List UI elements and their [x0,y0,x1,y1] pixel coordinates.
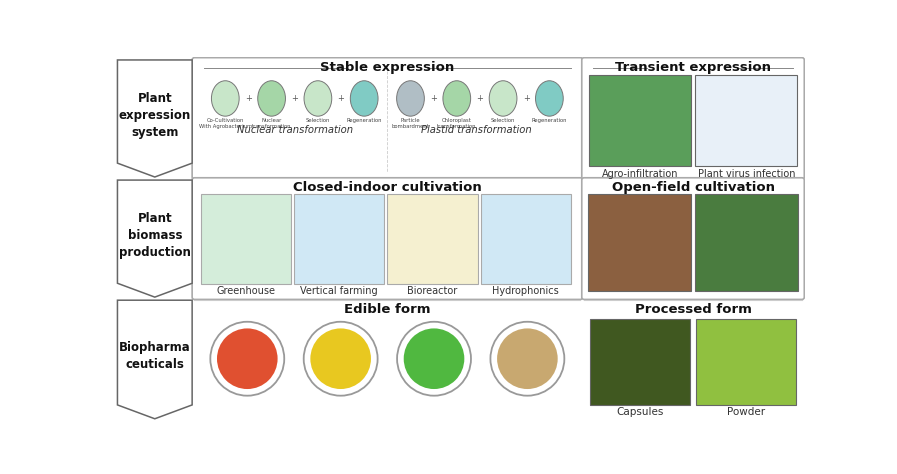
Bar [588,75,691,166]
Text: Open-field cultivation: Open-field cultivation [612,181,774,194]
Circle shape [491,322,564,396]
Text: Particle
bombardment: Particle bombardment [392,118,430,128]
FancyBboxPatch shape [192,178,582,300]
Ellipse shape [304,81,332,116]
Text: Agro-infiltration: Agro-infiltration [602,169,678,179]
Text: Capsules: Capsules [616,407,664,417]
Text: Plastid transformation: Plastid transformation [421,125,531,135]
Text: Selection: Selection [306,118,330,123]
Bar [388,194,477,284]
Ellipse shape [257,81,285,116]
Text: +: + [476,94,483,103]
Text: Regeneration: Regeneration [532,118,567,123]
Ellipse shape [396,81,424,116]
Text: Selection: Selection [491,118,515,123]
Ellipse shape [351,81,378,116]
Text: Biopharma
ceuticals: Biopharma ceuticals [119,341,191,371]
Ellipse shape [212,81,239,116]
Polygon shape [118,60,192,177]
Ellipse shape [404,328,465,389]
Text: Plant
expression
system: Plant expression system [118,91,191,138]
Ellipse shape [489,81,517,116]
Text: +: + [337,94,344,103]
Text: Powder: Powder [727,407,765,417]
Text: Regeneration: Regeneration [346,118,382,123]
Text: Vertical farming: Vertical farming [300,286,378,296]
Ellipse shape [497,328,558,389]
FancyBboxPatch shape [582,58,805,179]
Text: Nuclear
transformation: Nuclear transformation [252,118,292,128]
Text: Closed-indoor cultivation: Closed-indoor cultivation [293,181,482,194]
Circle shape [210,322,284,396]
Text: Chloroplast
transformation: Chloroplast transformation [437,118,476,128]
Ellipse shape [217,328,277,389]
Bar [590,319,690,405]
FancyBboxPatch shape [582,178,805,300]
Text: +: + [292,94,298,103]
Bar [588,194,691,291]
Text: Greenhouse: Greenhouse [216,286,275,296]
Polygon shape [118,300,192,419]
Text: Plant virus infection: Plant virus infection [698,169,795,179]
Bar [201,194,291,284]
Bar [695,194,798,291]
Bar [294,194,384,284]
Ellipse shape [443,81,471,116]
Polygon shape [118,180,192,297]
Circle shape [397,322,471,396]
Bar [695,75,797,166]
Text: +: + [523,94,529,103]
Circle shape [304,322,378,396]
Bar [481,194,571,284]
Text: Bioreactor: Bioreactor [407,286,457,296]
Ellipse shape [310,328,371,389]
Text: +: + [245,94,252,103]
Text: Plant
biomass
production: Plant biomass production [119,211,191,259]
Ellipse shape [536,81,563,116]
Text: Hydrophonics: Hydrophonics [492,286,559,296]
FancyBboxPatch shape [192,58,582,179]
Text: Edible form: Edible form [344,303,431,316]
Text: +: + [431,94,437,103]
Text: Nuclear transformation: Nuclear transformation [237,125,353,135]
Text: Co-Cultivation
With Agrobacterium: Co-Cultivation With Agrobacterium [198,118,252,128]
Text: Processed form: Processed form [634,303,752,316]
Bar [696,319,796,405]
Text: Stable expression: Stable expression [320,61,455,74]
Text: Transient expression: Transient expression [615,61,771,74]
